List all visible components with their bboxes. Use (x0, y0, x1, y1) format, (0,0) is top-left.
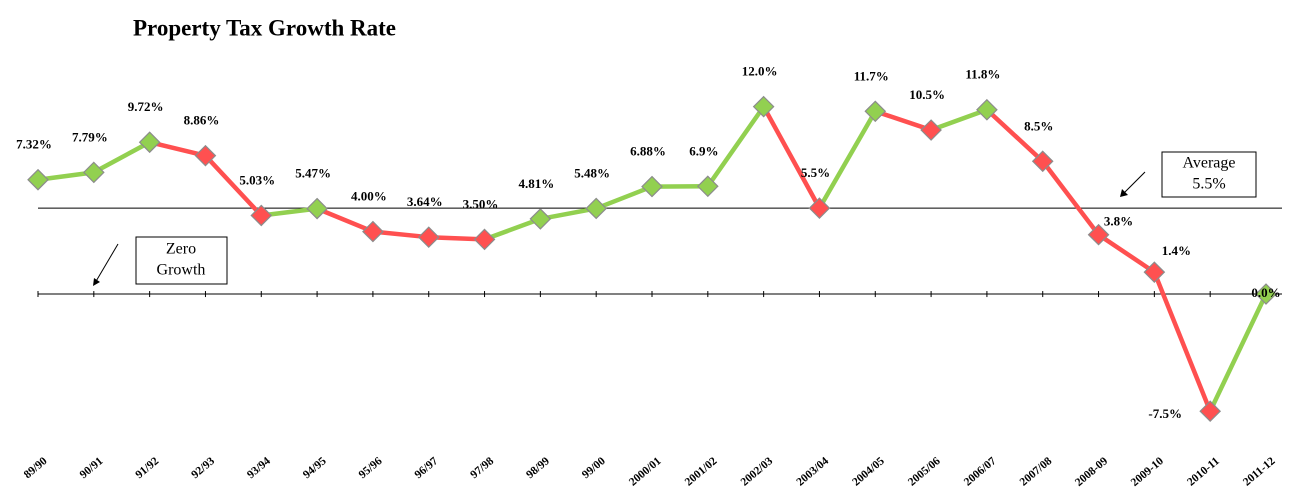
marker (1143, 261, 1166, 284)
line-segment (203, 153, 264, 218)
marker (864, 100, 887, 123)
line-segment (873, 109, 934, 133)
zero-arrowhead (93, 278, 100, 286)
line-segment (482, 216, 543, 242)
x-tick-label: 96/97 (413, 455, 441, 481)
value-label: 8.5% (1024, 118, 1053, 133)
value-label: 5.5% (801, 165, 830, 180)
average-box (1161, 151, 1257, 198)
value-label: 3.64% (407, 194, 443, 209)
marker (1031, 150, 1054, 173)
zero-label: Growth (157, 262, 206, 279)
marker (1087, 223, 1110, 246)
marker (808, 197, 831, 219)
marker (194, 144, 217, 167)
line-segment (1096, 232, 1157, 275)
zero-box (135, 236, 228, 285)
x-tick-label: 2002/03 (739, 455, 776, 489)
x-tick-label: 92/93 (189, 455, 217, 481)
line-segment (928, 107, 990, 133)
average-arrowhead (1120, 189, 1128, 197)
x-tick-label: 95/96 (357, 455, 385, 481)
line-segment (761, 104, 822, 211)
line-segment (1152, 269, 1213, 414)
x-tick-label: 2000/01 (627, 455, 664, 489)
marker (250, 204, 273, 227)
zero-arrow (94, 243, 119, 284)
line-segment (1040, 159, 1101, 237)
line-segment (984, 107, 1045, 164)
value-label: 3.50% (463, 196, 499, 211)
value-label: 5.48% (574, 165, 610, 180)
chart-title: Property Tax Growth Rate (133, 15, 396, 40)
marker (1255, 283, 1277, 305)
marker (27, 168, 49, 191)
marker (417, 226, 440, 249)
average-value-label: 5.5% (1192, 176, 1225, 193)
x-tick-label: 2001/02 (683, 455, 720, 489)
value-label: 11.8% (965, 67, 1000, 82)
line-segment (1207, 291, 1269, 414)
line-segment (593, 184, 655, 211)
line-segment (705, 104, 766, 189)
marker (976, 98, 998, 121)
marker (641, 175, 663, 198)
x-tick-label: 2009-10 (1129, 455, 1166, 489)
value-label: 6.9% (689, 143, 718, 158)
value-label: 4.00% (351, 189, 387, 204)
value-label: 3.8% (1104, 214, 1133, 229)
marker (306, 197, 328, 220)
line-segment (314, 206, 376, 234)
value-label: 7.32% (16, 137, 52, 152)
value-label: 5.47% (295, 166, 331, 181)
zero-label: Zero (166, 241, 196, 258)
line-segment (147, 139, 208, 158)
x-tick-label: 2004/05 (850, 455, 887, 489)
marker (82, 161, 105, 184)
marker (1199, 400, 1222, 423)
x-tick-label: 91/92 (133, 455, 161, 481)
x-tick-label: 90/91 (78, 455, 106, 481)
x-tick-label: 94/95 (301, 455, 329, 481)
average-arrow (1121, 171, 1146, 196)
value-label: 1.4% (1162, 243, 1191, 258)
value-label: 7.79% (72, 129, 108, 144)
marker (529, 208, 552, 230)
x-tick-label: 2008-09 (1073, 455, 1110, 489)
value-label: 4.81% (518, 176, 554, 191)
value-label: -7.5% (1148, 406, 1182, 421)
value-label: 11.7% (854, 68, 889, 83)
x-tick-label: 2011-12 (1241, 455, 1278, 489)
marker (138, 131, 161, 154)
x-tick-label: 2010-11 (1185, 455, 1222, 489)
line-segment (538, 206, 599, 222)
x-tick-label: 2006/07 (962, 455, 999, 489)
x-tick-label: 2005/06 (906, 455, 943, 489)
x-tick-label: 2007/08 (1018, 455, 1055, 489)
marker (696, 175, 719, 198)
value-label: 5.03% (239, 172, 275, 187)
value-label: 12.0% (742, 64, 778, 79)
value-label: 6.88% (630, 144, 666, 159)
x-tick-label: 89/90 (22, 455, 50, 481)
marker (362, 220, 384, 243)
value-label: 8.86% (184, 113, 220, 128)
average-label: Average (1183, 155, 1236, 172)
value-label: 10.5% (909, 87, 945, 102)
line-segment (817, 109, 878, 211)
marker (473, 228, 496, 251)
value-label: 0.0% (1251, 285, 1280, 300)
x-tick-label: 93/94 (245, 455, 273, 481)
marker (920, 119, 942, 141)
line-segment (91, 139, 152, 175)
marker (585, 197, 608, 220)
x-tick-label: 97/98 (468, 455, 496, 481)
x-tick-label: 98/99 (524, 455, 552, 481)
x-tick-label: 99/00 (580, 455, 608, 481)
value-label: 9.72% (128, 99, 164, 114)
marker (752, 95, 775, 118)
x-tick-label: 2003/04 (794, 455, 831, 489)
